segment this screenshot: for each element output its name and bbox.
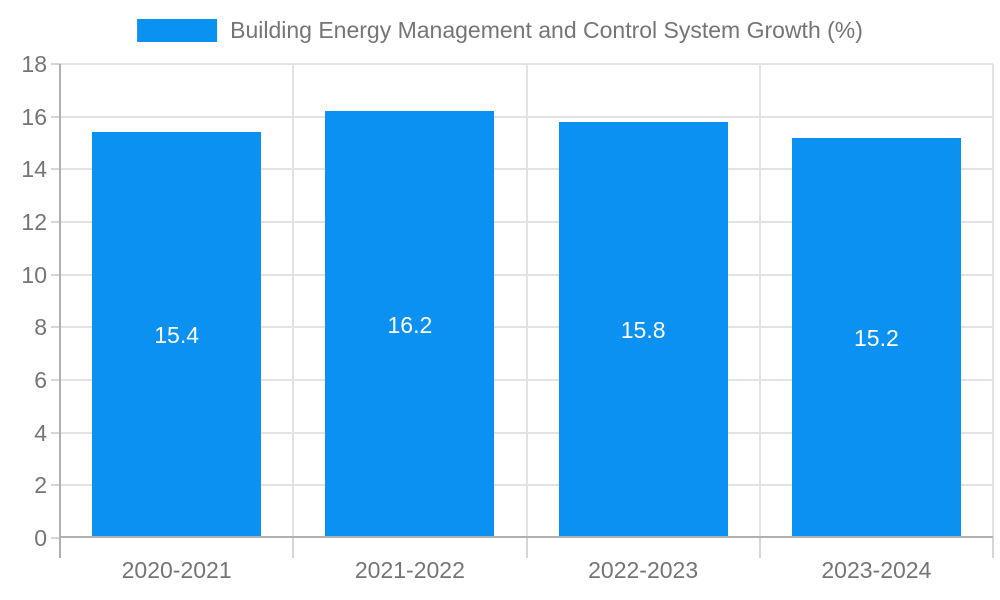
category-separator bbox=[758, 64, 761, 538]
y-tick-label: 12 bbox=[21, 209, 47, 235]
x-tick bbox=[525, 538, 528, 558]
bar-value-label: 15.8 bbox=[620, 316, 666, 343]
y-tick bbox=[51, 326, 60, 329]
y-tick-label: 0 bbox=[34, 525, 47, 551]
bar-value-label: 15.4 bbox=[154, 322, 199, 349]
y-tick-label: 14 bbox=[21, 156, 47, 183]
x-tick-label: 2023-2024 bbox=[821, 557, 932, 583]
y-tick bbox=[51, 379, 60, 381]
legend: Building Energy Management and Control S… bbox=[137, 17, 863, 44]
y-tick bbox=[51, 168, 60, 171]
category-separator bbox=[992, 64, 994, 538]
bar-value-label: 16.2 bbox=[387, 311, 433, 338]
bar-value-label: 15.2 bbox=[853, 324, 899, 351]
legend-swatch bbox=[137, 19, 218, 42]
legend-label: Building Energy Management and Control S… bbox=[230, 17, 863, 43]
y-tick bbox=[51, 273, 60, 276]
category-separator bbox=[292, 64, 295, 538]
y-tick bbox=[51, 537, 60, 539]
x-tick-label: 2022-2023 bbox=[588, 557, 699, 583]
bar bbox=[325, 111, 495, 538]
y-tick bbox=[51, 431, 60, 434]
x-tick bbox=[758, 538, 761, 558]
bar bbox=[558, 121, 728, 538]
x-tick-label: 2021-2022 bbox=[354, 557, 465, 583]
y-tick-label: 16 bbox=[21, 103, 47, 130]
y-tick-label: 18 bbox=[21, 51, 47, 77]
y-tick-label: 10 bbox=[21, 261, 47, 288]
bar bbox=[791, 137, 961, 538]
x-tick bbox=[992, 538, 994, 558]
y-tick-label: 6 bbox=[34, 367, 47, 393]
y-tick bbox=[51, 221, 60, 223]
x-tick bbox=[292, 538, 295, 558]
category-separator bbox=[525, 64, 528, 538]
bar bbox=[92, 132, 262, 538]
y-tick bbox=[51, 115, 60, 118]
x-axis-line bbox=[60, 536, 993, 538]
y-tick-label: 4 bbox=[34, 419, 47, 446]
y-tick-label: 8 bbox=[34, 314, 47, 341]
y-tick-label: 2 bbox=[34, 472, 47, 499]
y-tick bbox=[51, 63, 60, 65]
plot-area: 0 2 4 6 8 10 12 14 16 18 15.4 2020-2021 16.2 2021-202… bbox=[21, 51, 994, 583]
y-axis-line bbox=[59, 64, 61, 558]
x-tick-label: 2020-2021 bbox=[121, 557, 232, 583]
y-tick bbox=[51, 484, 60, 487]
